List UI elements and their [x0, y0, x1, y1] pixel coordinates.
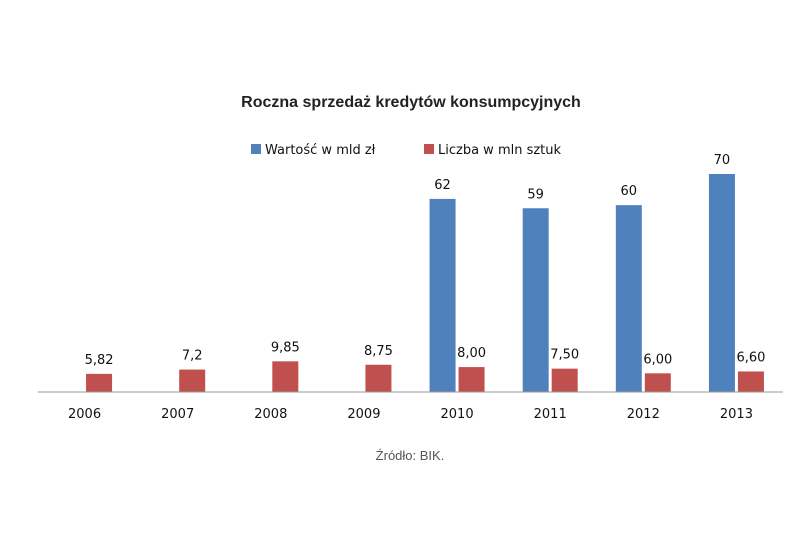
data-labels: 5,82 7,2 9,85 8,75 62 8,00 59 7,50 60 6,00 70 6,60 [85, 153, 766, 368]
bars [86, 174, 764, 392]
data-label-count-2007: 7,2 [182, 349, 203, 364]
bar-value-2010 [429, 198, 456, 392]
x-tick-label-2009: 2009 [347, 407, 380, 422]
data-label-count-2012: 6,00 [643, 352, 672, 367]
data-label-count-2010: 8,00 [457, 346, 486, 361]
data-label-count-2013: 6,60 [736, 350, 765, 365]
bar-count-2011 [551, 368, 578, 392]
data-label-value-2010: 62 [434, 178, 451, 193]
legend-label-value: Wartość w mld zł [265, 143, 376, 158]
bar-value-2011 [522, 208, 549, 392]
data-label-value-2012: 60 [621, 184, 638, 199]
legend-swatch-count [424, 144, 434, 154]
chart-title: Roczna sprzedaż kredytów konsumpcyjnych [241, 94, 581, 111]
legend: Wartość w mld zł Liczba w mln sztuk [251, 143, 562, 158]
x-tick-label-2006: 2006 [68, 407, 101, 422]
x-tick-label-2013: 2013 [720, 407, 753, 422]
x-tick-label-2010: 2010 [441, 407, 474, 422]
data-label-count-2008: 9,85 [271, 340, 300, 355]
bar-count-2006 [86, 373, 113, 392]
x-tick-label-2007: 2007 [161, 407, 194, 422]
bar-value-2013 [708, 174, 735, 392]
source-note: Źródło: BIK. [376, 448, 445, 463]
x-axis-ticks: 2006 2007 2008 2009 2010 2011 2012 2013 [68, 407, 753, 422]
x-tick-label-2008: 2008 [254, 407, 287, 422]
bar-count-2013 [737, 371, 764, 392]
bar-count-2008 [272, 361, 299, 392]
x-tick-label-2011: 2011 [534, 407, 567, 422]
legend-label-count: Liczba w mln sztuk [438, 143, 562, 158]
data-label-count-2006: 5,82 [85, 353, 114, 368]
data-label-count-2011: 7,50 [550, 348, 579, 363]
bar-value-2012 [615, 205, 642, 392]
bar-count-2009 [365, 364, 392, 392]
data-label-count-2009: 8,75 [364, 344, 393, 359]
x-tick-label-2012: 2012 [627, 407, 660, 422]
data-label-value-2011: 59 [527, 187, 544, 202]
bar-count-2012 [644, 373, 671, 392]
legend-swatch-value [251, 144, 261, 154]
data-label-value-2013: 70 [714, 153, 731, 168]
bar-count-2007 [179, 369, 206, 392]
bar-count-2010 [458, 367, 485, 392]
